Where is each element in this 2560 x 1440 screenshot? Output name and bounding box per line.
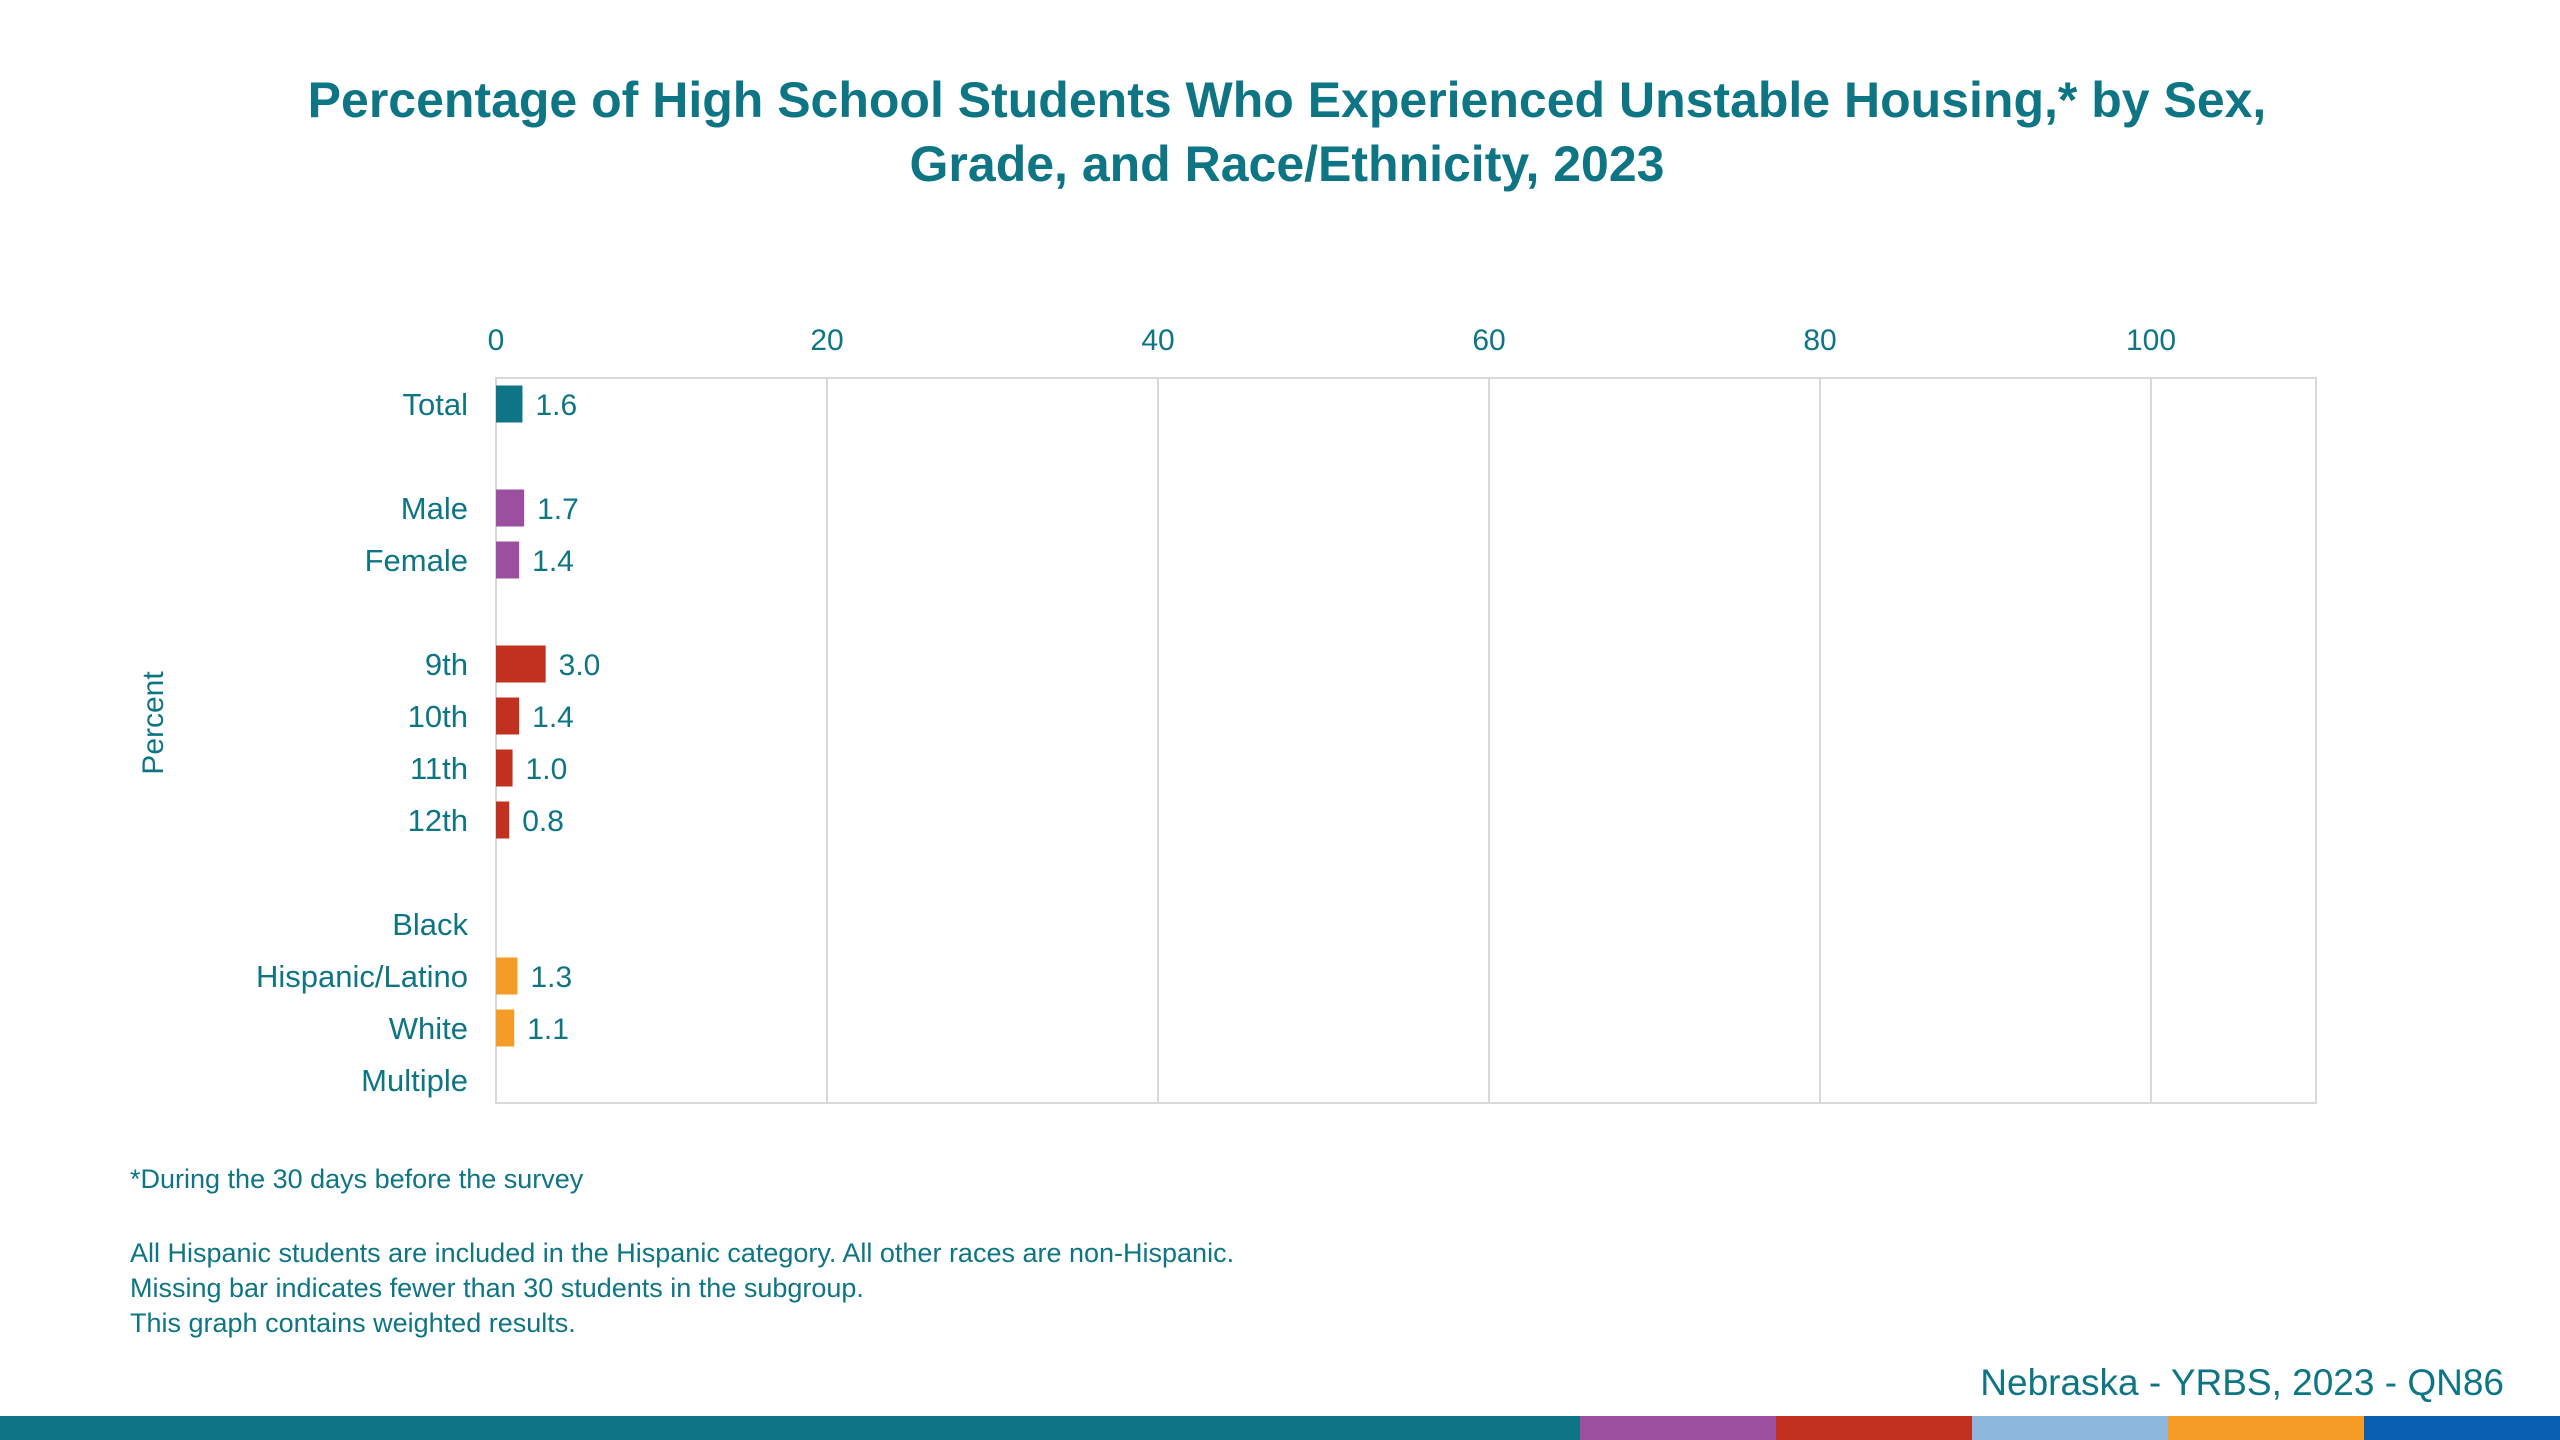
- category-label: 10th: [408, 699, 468, 734]
- bar: [496, 541, 520, 579]
- chart-title-line-2: Grade, and Race/Ethnicity, 2023: [909, 136, 1665, 192]
- category-label: 12th: [408, 803, 468, 838]
- data-label: 1.4: [532, 701, 574, 734]
- data-label: 1.3: [531, 961, 573, 994]
- bar: [496, 801, 510, 839]
- bar: [496, 957, 518, 995]
- footnote-asterisk-text: *During the 30 days before the survey: [130, 1164, 584, 1194]
- footnote-notes: All Hispanic students are included in th…: [130, 1236, 1234, 1341]
- plot-frame: [495, 377, 2317, 1104]
- category-label: Black: [392, 907, 468, 942]
- x-tick-label: 100: [2126, 324, 2176, 357]
- x-tick-label: 20: [810, 324, 843, 357]
- footnote-note: This graph contains weighted results.: [130, 1308, 576, 1338]
- stripe-segment: [2168, 1416, 2364, 1440]
- data-label: 1.0: [526, 753, 568, 786]
- category-label: Multiple: [361, 1063, 468, 1098]
- stripe-segment: [1972, 1416, 2168, 1440]
- category-label: Female: [365, 543, 468, 578]
- stripe-segment: [1580, 1416, 1776, 1440]
- stripe-segment: [1776, 1416, 1972, 1440]
- data-label: 1.6: [535, 389, 577, 422]
- bar: [496, 697, 520, 735]
- bar: [496, 645, 546, 683]
- chart-title-line-1: Percentage of High School Students Who E…: [307, 72, 2267, 128]
- data-label: 1.1: [527, 1013, 569, 1046]
- stripe-segment: [0, 1416, 1580, 1440]
- x-tick-label: 60: [1472, 324, 1505, 357]
- bar: [496, 385, 523, 423]
- x-tick-label: 80: [1803, 324, 1836, 357]
- x-tick-label: 0: [488, 324, 505, 357]
- stripe-segment: [2364, 1416, 2560, 1440]
- data-label: 1.7: [537, 493, 579, 526]
- bar: [496, 489, 525, 527]
- category-label: Hispanic/Latino: [256, 959, 468, 994]
- source-label: Nebraska - YRBS, 2023 - QN86: [1980, 1362, 2504, 1403]
- footnote-note: All Hispanic students are included in th…: [130, 1238, 1235, 1268]
- bar: [496, 1009, 515, 1047]
- category-label: White: [389, 1011, 468, 1046]
- data-label: 3.0: [559, 649, 601, 682]
- data-label: 1.4: [532, 545, 574, 578]
- footnote-asterisk: *During the 30 days before the survey: [130, 1162, 583, 1197]
- y-axis-label: Percent: [137, 671, 170, 775]
- brand-color-stripe: [0, 1416, 2560, 1440]
- category-label: Total: [403, 387, 468, 422]
- chart-title: Percentage of High School Students Who E…: [120, 68, 2454, 196]
- data-label: 0.8: [522, 805, 564, 838]
- footnote-note: Missing bar indicates fewer than 30 stud…: [130, 1273, 864, 1303]
- bar: [496, 749, 513, 787]
- x-tick-label: 40: [1141, 324, 1174, 357]
- category-label: 11th: [410, 751, 468, 786]
- category-label: Male: [401, 491, 468, 526]
- category-label: 9th: [425, 647, 468, 682]
